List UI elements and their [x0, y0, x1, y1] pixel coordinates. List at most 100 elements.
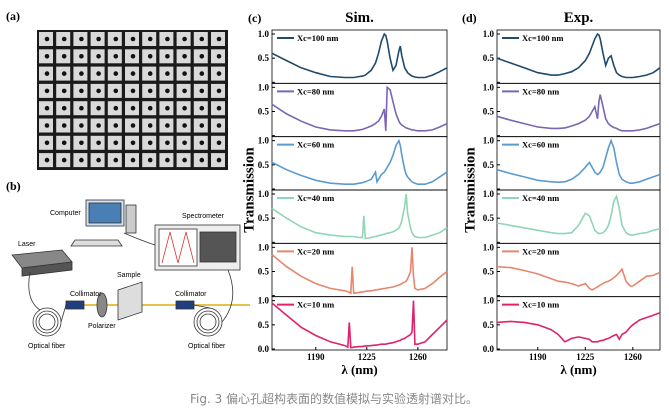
- y-tick-label: 1.0: [258, 189, 270, 199]
- setup-label: Collimator: [70, 291, 102, 298]
- hole: [165, 36, 170, 42]
- hole: [199, 88, 205, 94]
- hole: [216, 71, 222, 76]
- setup-label: Sample: [117, 272, 141, 279]
- y-tick-label: 0.5: [483, 320, 495, 330]
- setup-label: Polarizer: [88, 323, 116, 330]
- hole: [147, 123, 153, 128]
- hole: [182, 123, 187, 128]
- hole: [199, 157, 205, 163]
- setup-label: Optical fiber: [28, 343, 66, 350]
- hole: [113, 140, 119, 146]
- hole: [147, 105, 153, 111]
- hole: [130, 140, 136, 146]
- hole: [96, 123, 101, 128]
- hole: [79, 36, 84, 42]
- hole: [113, 88, 119, 94]
- setup-label: Spectrometer: [182, 213, 225, 220]
- hole: [79, 157, 84, 163]
- hole: [113, 54, 119, 59]
- hole: [44, 54, 50, 59]
- hole: [165, 157, 170, 163]
- hole: [79, 54, 84, 59]
- x-tick-label: 1260: [409, 352, 428, 362]
- y-tick-label: 0.5: [258, 53, 270, 63]
- hole: [61, 123, 67, 128]
- hole: [96, 54, 101, 59]
- y-tick-label: 0.5: [258, 267, 270, 277]
- y-tick-label: 1.0: [483, 189, 495, 199]
- y-tick-label: 0.0: [483, 344, 495, 354]
- x-tick-label: 1190: [529, 352, 547, 362]
- setup-diagram: [11, 199, 250, 337]
- hole: [165, 105, 170, 111]
- hole: [182, 88, 187, 94]
- y-tick-label: 1.0: [483, 29, 495, 39]
- y-tick-label: 1.0: [483, 136, 495, 146]
- hole: [96, 105, 101, 111]
- legend-label: Xc=80 nm: [522, 86, 559, 96]
- hole: [130, 123, 136, 128]
- y-tick-label: 0.5: [483, 107, 495, 117]
- hole: [61, 71, 67, 76]
- setup-label: Computer: [50, 210, 81, 217]
- x-axis-label: λ (nm): [341, 362, 377, 377]
- hole: [44, 123, 50, 128]
- y-tick-label: 1.0: [483, 82, 495, 92]
- hole: [130, 105, 136, 111]
- spectrum-line: [496, 265, 661, 291]
- chart-title: Sim.: [345, 10, 374, 26]
- legend-label: Xc=20 nm: [522, 246, 559, 256]
- setup-label: Collimator: [175, 291, 207, 298]
- y-tick-label: 0.5: [483, 53, 495, 63]
- x-tick-label: 1225: [358, 352, 377, 362]
- x-tick-label: 1225: [576, 352, 595, 362]
- setup-label: Laser: [18, 241, 36, 248]
- hole: [216, 123, 222, 128]
- hole: [199, 71, 205, 76]
- hole: [165, 123, 170, 128]
- panel-label: (d): [462, 11, 477, 25]
- legend-label: Xc=100 nm: [522, 33, 563, 43]
- y-tick-label: 1.0: [258, 296, 270, 306]
- hole: [61, 140, 67, 146]
- legend-label: Xc=20 nm: [297, 246, 334, 256]
- hole: [113, 71, 119, 76]
- spectrum-line: [496, 138, 661, 184]
- hole: [79, 105, 84, 111]
- y-axis-label: Transmission: [462, 147, 478, 233]
- hole: [44, 88, 50, 94]
- y-tick-label: 0.5: [483, 213, 495, 223]
- spectrum-line: [271, 300, 448, 349]
- y-tick-label: 0.5: [258, 213, 270, 223]
- hole: [44, 140, 50, 146]
- spectrum-line: [271, 85, 448, 132]
- hole: [165, 88, 170, 94]
- spectrum-line: [271, 247, 448, 295]
- y-tick-label: 1.0: [483, 242, 495, 252]
- hole: [216, 88, 222, 94]
- hole: [96, 140, 101, 146]
- hole: [199, 54, 205, 59]
- subplot-frame: [496, 296, 661, 351]
- hole: [113, 157, 119, 163]
- spectrum-line: [496, 94, 661, 132]
- y-tick-label: 0.5: [258, 107, 270, 117]
- y-tick-label: 0.5: [258, 320, 270, 330]
- y-tick-label: 0.5: [483, 267, 495, 277]
- hole: [165, 54, 170, 59]
- y-tick-label: 1.0: [258, 82, 270, 92]
- hole: [216, 36, 222, 42]
- metasurface-image: [37, 30, 228, 170]
- hole: [182, 54, 187, 59]
- hole: [96, 71, 101, 76]
- hole: [147, 140, 153, 146]
- legend-label: Xc=10 nm: [297, 300, 334, 310]
- spectrum-line: [271, 138, 448, 185]
- legend-label: Xc=40 nm: [522, 193, 559, 203]
- y-tick-label: 0.5: [258, 160, 270, 170]
- y-tick-label: 1.0: [258, 136, 270, 146]
- hole: [147, 54, 153, 59]
- spectrum-line: [496, 194, 661, 236]
